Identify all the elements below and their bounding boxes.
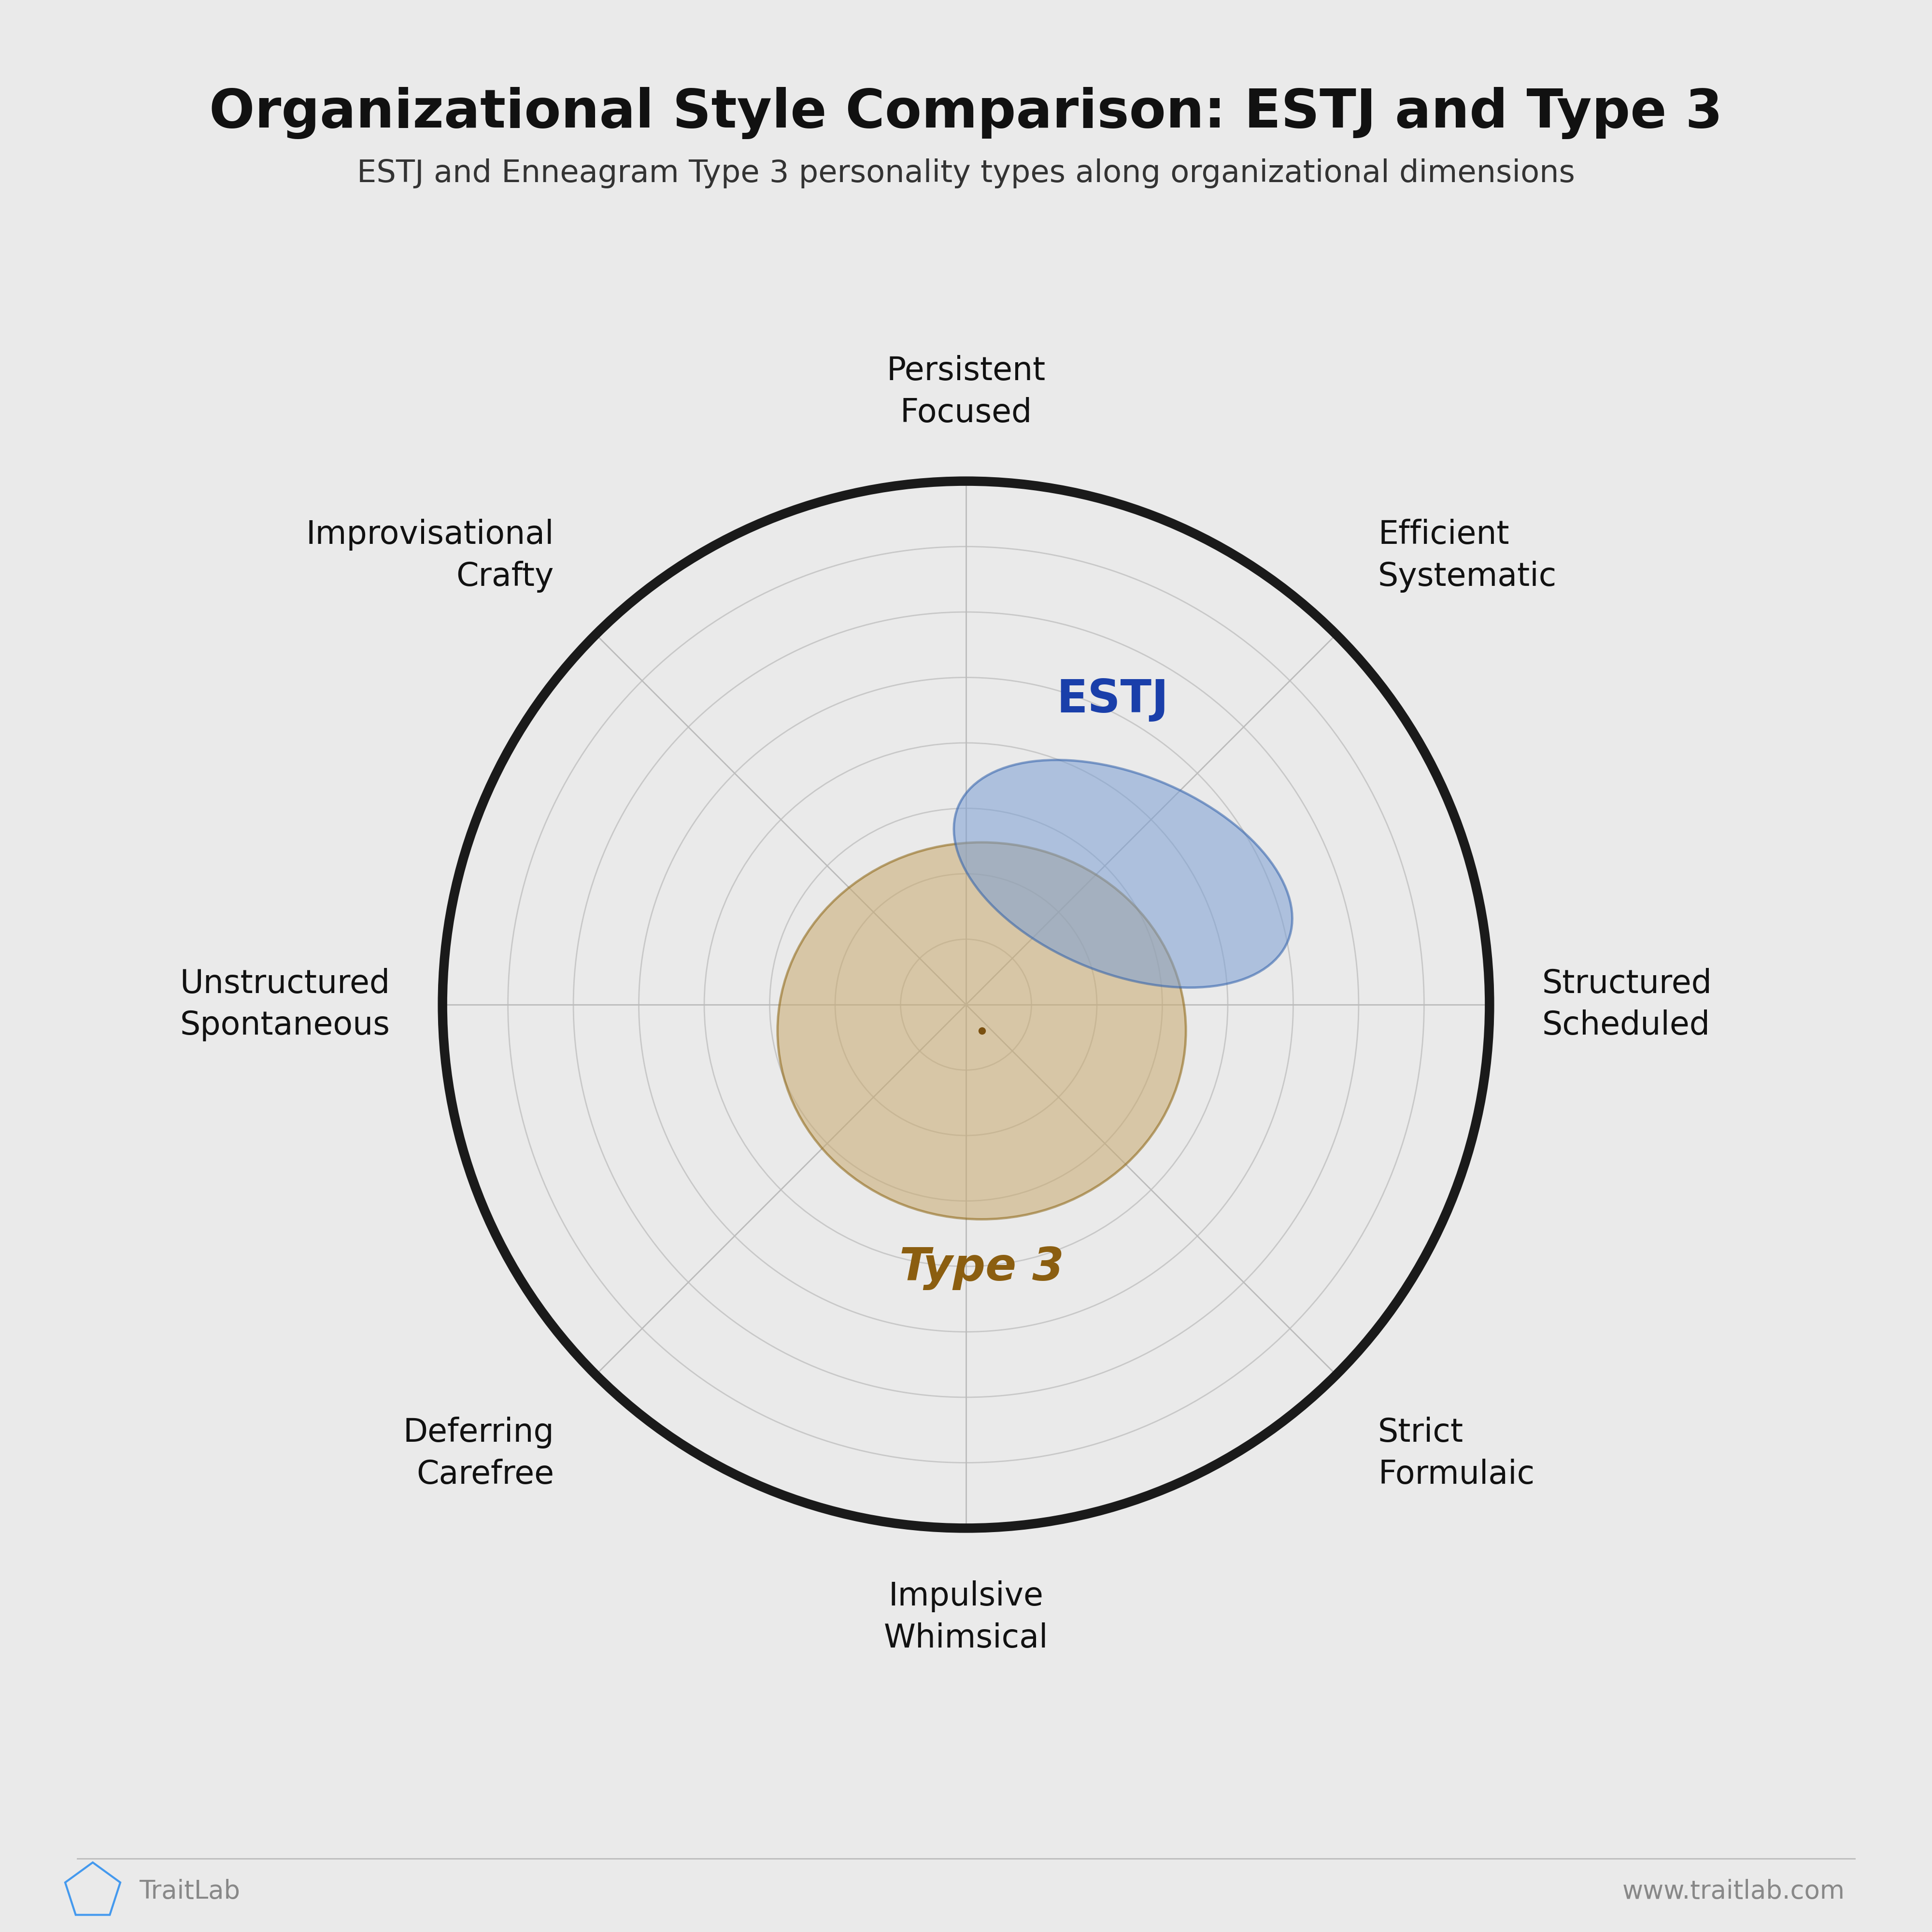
Text: ESTJ and Enneagram Type 3 personality types along organizational dimensions: ESTJ and Enneagram Type 3 personality ty… [357, 158, 1575, 189]
Text: Efficient
Systematic: Efficient Systematic [1378, 520, 1557, 593]
Text: Improvisational
Crafty: Improvisational Crafty [305, 520, 554, 593]
Text: Strict
Formulaic: Strict Formulaic [1378, 1416, 1534, 1490]
Ellipse shape [954, 759, 1293, 987]
Text: Organizational Style Comparison: ESTJ and Type 3: Organizational Style Comparison: ESTJ an… [209, 87, 1723, 139]
Text: Persistent
Focused: Persistent Focused [887, 355, 1045, 429]
Text: www.traitlab.com: www.traitlab.com [1623, 1878, 1845, 1905]
Text: Type 3: Type 3 [900, 1246, 1065, 1291]
Text: Deferring
Carefree: Deferring Carefree [404, 1416, 554, 1490]
Text: Structured
Scheduled: Structured Scheduled [1542, 968, 1712, 1041]
Text: TraitLab: TraitLab [139, 1878, 240, 1905]
Text: Unstructured
Spontaneous: Unstructured Spontaneous [180, 968, 390, 1041]
Text: Impulsive
Whimsical: Impulsive Whimsical [883, 1580, 1049, 1654]
Text: ESTJ: ESTJ [1057, 678, 1169, 723]
Ellipse shape [777, 842, 1186, 1219]
